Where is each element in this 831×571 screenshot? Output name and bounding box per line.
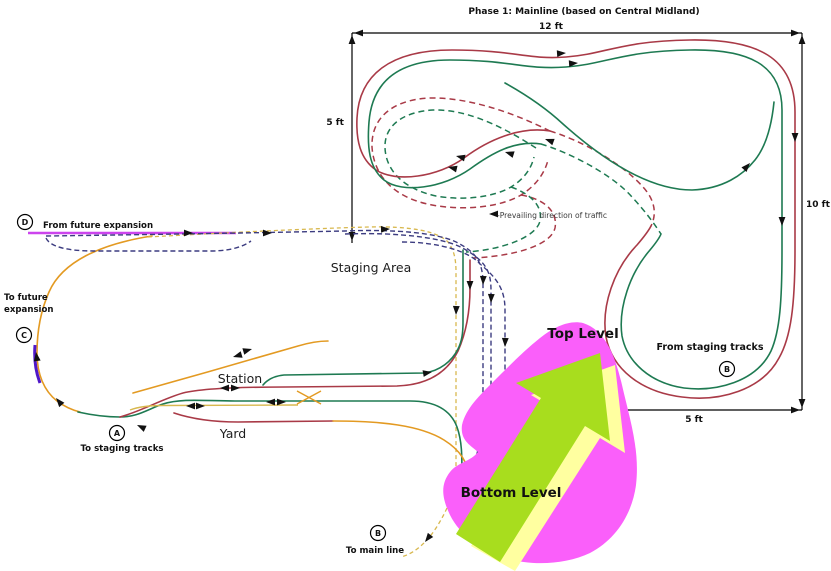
- dimension-label-top: 12 ft: [539, 22, 564, 32]
- level-arrow-up-icon: [456, 353, 610, 562]
- mainline-green-crossover-diagonal: [504, 82, 775, 191]
- yard-label: Yard: [219, 426, 246, 441]
- left-loop-orange: [36, 235, 153, 413]
- exit-to-main-line: [400, 507, 448, 558]
- marker-b-right: B: [718, 360, 736, 378]
- dimension-label-bottom: 5 ft: [685, 415, 703, 425]
- hidden-connector-green-lobe: [540, 143, 662, 235]
- level-transition-art: [443, 322, 637, 571]
- marker-d: D: [16, 213, 34, 231]
- marker-b-right-letter: B: [724, 365, 730, 374]
- to-staging-tracks-label: To staging tracks: [80, 444, 163, 454]
- direction-arrows: [32, 49, 799, 432]
- marker-c-letter: C: [21, 331, 27, 340]
- dimension-lines: [348, 29, 806, 414]
- marker-b-bottom-letter: B: [375, 529, 381, 538]
- yard-lead-diagonal-orange: [132, 340, 329, 394]
- prevailing-direction-label: -Prevailing direction of traffic: [497, 211, 607, 220]
- dimension-label-left: 5 ft: [326, 118, 344, 128]
- from-staging-tracks-label: From staging tracks: [656, 342, 763, 353]
- bottom-level-label: Bottom Level: [461, 485, 562, 501]
- marker-c-circle: [15, 326, 33, 344]
- to-main-line-yellow-dashed: [400, 507, 448, 558]
- from-future-expansion-label: From future expansion: [43, 221, 153, 231]
- to-future-expansion-label-line2: expansion: [4, 305, 54, 315]
- yard-lead-down-orange: [332, 420, 471, 481]
- hidden-track-loops: [371, 97, 662, 259]
- marker-b-bottom-circle: [369, 524, 387, 542]
- mainline-green-solid: [367, 49, 783, 390]
- marker-a: A: [108, 424, 126, 442]
- hidden-loop-red: [371, 97, 551, 209]
- station-siding-yellow: [129, 404, 299, 411]
- to-future-expansion-label-line1: To future: [4, 293, 48, 303]
- staging-siding-1: [45, 237, 252, 252]
- prevailing-direction-annotation: -Prevailing direction of traffic: [489, 210, 607, 220]
- marker-a-letter: A: [114, 429, 121, 438]
- crossover-x: [296, 390, 322, 405]
- dimension-label-right: 10 ft: [806, 200, 831, 210]
- marker-a-circle: [108, 424, 126, 442]
- marker-c: C: [15, 326, 33, 344]
- hidden-connector-green-down: [465, 186, 542, 253]
- yard-track-red: [173, 412, 334, 423]
- to-main-line-label: To main line: [346, 546, 404, 556]
- station-main-red: [119, 259, 471, 418]
- diagram-title: Phase 1: Mainline (based on Central Midl…: [468, 7, 699, 17]
- top-level-label: Top Level: [547, 326, 618, 342]
- marker-b-bottom: B: [369, 524, 387, 542]
- marker-d-letter: D: [22, 218, 29, 227]
- staging-area-label: Staging Area: [331, 260, 412, 275]
- future-link-purple: [33, 344, 42, 384]
- station-passing-green: [262, 249, 464, 386]
- marker-d-circle: [16, 213, 34, 231]
- station-main-green: [77, 399, 463, 479]
- station-label: Station: [218, 371, 262, 386]
- hidden-connector-red-lobe: [549, 130, 656, 227]
- marker-b-right-circle: [718, 360, 736, 378]
- hidden-connector-red-down: [472, 194, 557, 259]
